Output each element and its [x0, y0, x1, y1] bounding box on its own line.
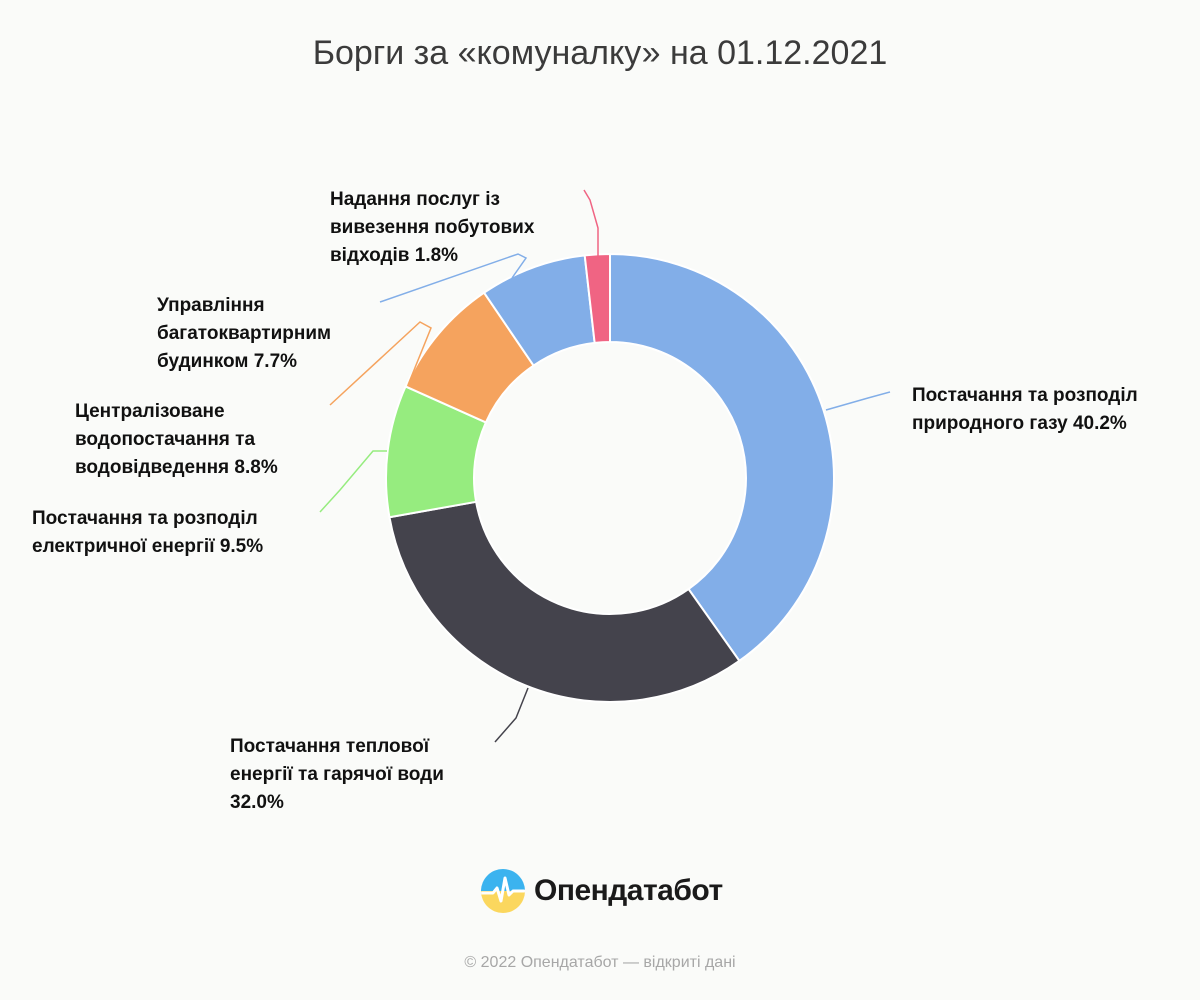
slice-label-4: Централізоване водопостачання та водовідве… [75, 398, 278, 482]
chart-title: Борги за «комуналку» на 01.12.2021 [312, 34, 888, 72]
leader-line-3 [319, 450, 387, 513]
slice-label-line: вивезення побутових [330, 217, 535, 238]
leader-line-6 [583, 189, 599, 256]
leader-line-5 [379, 253, 528, 303]
leader-line-4 [329, 321, 432, 406]
leader-line-2 [494, 687, 529, 743]
slice-label-1: Постачання та розподіл природного газу 40… [912, 382, 1138, 438]
leader-line-1 [825, 391, 891, 411]
slice-label-line: природного газу 40.2% [912, 413, 1127, 434]
slice-label-line: Постачання теплової [230, 736, 430, 757]
donut-slice-2 [388, 500, 741, 703]
footer-copyright: © 2022 Опендатабот — відкриті дані [464, 954, 736, 971]
slice-label-line: водовідведення 8.8% [75, 457, 278, 478]
brand-name: Опендатабот [534, 874, 723, 907]
slice-label-6: Надання послуг із вивезення побутових відх… [330, 186, 534, 270]
slice-label-5: Управління багатоквартирним будинком 7.7% [157, 292, 331, 376]
donut-slice-6 [583, 252, 611, 344]
slice-label-line: Централізоване [75, 401, 225, 422]
slice-label-line: Надання послуг із [330, 189, 500, 210]
opendatabot-logo-icon [481, 869, 525, 913]
slice-label-line: енергії та гарячої води [230, 764, 444, 785]
slice-label-line: Управління [157, 295, 265, 316]
slice-label-line: багатоквартирним [157, 323, 332, 344]
slice-label-line: водопостачання та [75, 429, 256, 450]
slice-label-line: Постачання та розподіл [32, 508, 258, 529]
donut-slice-1 [609, 252, 835, 663]
slice-label-line: Постачання та розподіл [912, 385, 1138, 406]
slice-label-line: будинком 7.7% [157, 351, 298, 372]
brand: Опендатабот [480, 868, 723, 914]
slice-label-3: Постачання та розподіл електричної енергі… [32, 505, 263, 561]
slice-label-line: 32.0% [230, 792, 284, 813]
slice-label-line: відходів 1.8% [330, 245, 459, 266]
slice-label-line: електричної енергії 9.5% [32, 536, 264, 557]
slice-label-2: Постачання теплової енергії та гарячої во… [230, 733, 444, 817]
